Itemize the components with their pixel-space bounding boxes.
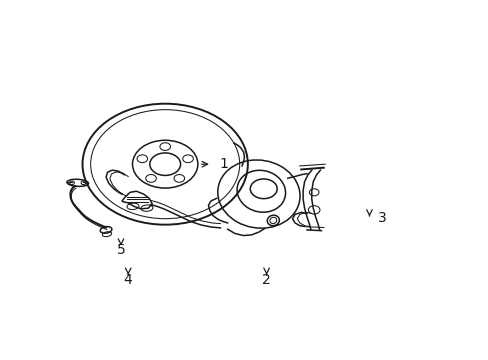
Text: 2: 2 (262, 273, 270, 287)
Text: 5: 5 (116, 243, 125, 257)
Text: 3: 3 (377, 211, 386, 225)
Text: 1: 1 (219, 157, 227, 171)
Text: 4: 4 (123, 273, 132, 287)
